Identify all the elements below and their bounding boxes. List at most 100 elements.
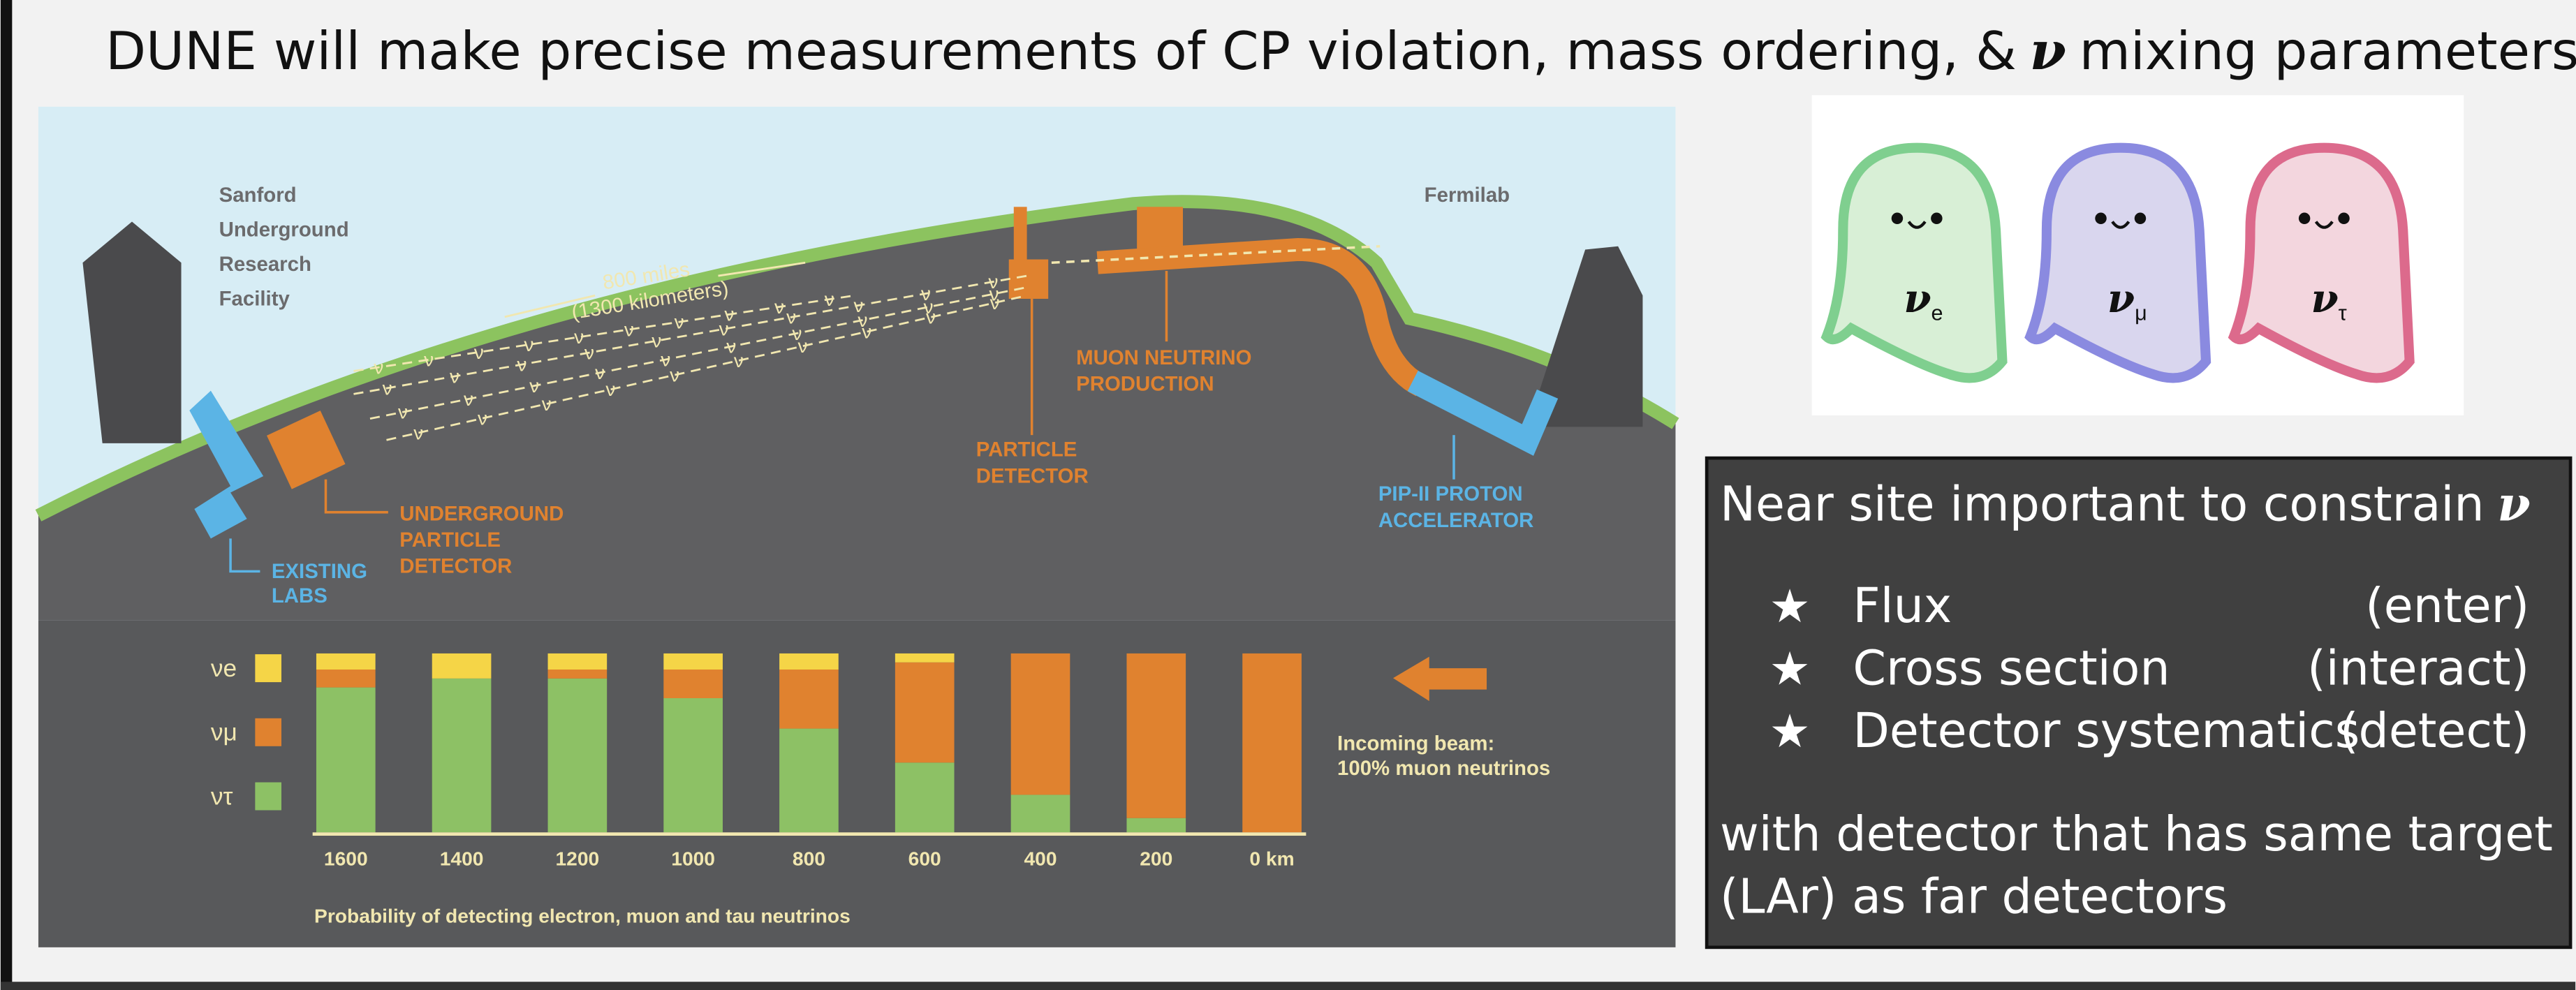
accelerator-shape xyxy=(1407,370,1559,456)
bar-segment xyxy=(779,653,839,670)
bullet: ★ xyxy=(1769,705,1811,757)
beam-symbol: ν xyxy=(398,401,408,423)
earth xyxy=(38,201,1676,621)
accelerator-label: ACCELERATOR xyxy=(1378,509,1533,532)
ghost-label: νμ xyxy=(2107,276,2147,325)
ghost-label: νe xyxy=(1904,276,1943,325)
far-building xyxy=(82,221,182,443)
bar-segment xyxy=(316,669,376,688)
ghost-mouth xyxy=(2314,221,2334,229)
bar-segment xyxy=(895,653,955,663)
bar-segment xyxy=(779,728,839,833)
bar-segment xyxy=(1126,818,1186,833)
ghost xyxy=(1820,142,2008,383)
beam-symbol: ν xyxy=(825,288,834,310)
beam-symbol: ν xyxy=(517,353,527,375)
beam-symbol: ν xyxy=(574,325,584,348)
beam-symbol: ν xyxy=(542,392,552,415)
beam-symbol: ν xyxy=(854,294,864,316)
slide-title-part: mixing parameters xyxy=(2080,20,2576,82)
ghost xyxy=(2228,142,2415,383)
near-detector-stem xyxy=(1013,207,1027,273)
far-detector-shape xyxy=(267,411,346,489)
left-edge xyxy=(0,0,13,990)
beam-symbol: ν xyxy=(923,295,933,318)
box-footer: (LAr) as far detectors xyxy=(1720,869,2228,924)
far-detector-label: DETECTOR xyxy=(399,555,512,578)
ghost-label-part: ν xyxy=(2107,276,2135,322)
near-detector-label: PARTICLE xyxy=(976,438,1077,461)
beam-symbol: ν xyxy=(374,355,383,378)
beam-symbol: ν xyxy=(988,270,998,293)
bar-segment xyxy=(1242,653,1302,833)
beam-symbol: ν xyxy=(724,303,734,325)
incoming-label: Incoming beam: xyxy=(1337,732,1494,755)
ghost-label-part: μ xyxy=(2135,302,2147,325)
beam-symbol: ν xyxy=(450,364,459,387)
ghost-label: ντ xyxy=(2311,276,2347,325)
box-heading-part: ν xyxy=(2497,476,2530,532)
item-note: (enter) xyxy=(2365,579,2529,634)
bar-segment xyxy=(663,698,723,833)
beam-symbol: ν xyxy=(595,361,605,383)
bottom-edge xyxy=(0,982,2576,990)
ghost-label-part: e xyxy=(1931,302,1943,325)
slide-title-part: DUNE will make precise measurements of C… xyxy=(105,20,2017,82)
box-heading-part: Near site important to constrain xyxy=(1720,477,2485,532)
beam-symbol: ν xyxy=(474,341,484,363)
x-tick-label: 1000 xyxy=(671,847,715,869)
existing-labs-shape xyxy=(189,390,264,539)
beam-arrow xyxy=(1393,656,1487,702)
x-tick-label: 800 xyxy=(793,847,825,869)
bar-segment xyxy=(432,653,492,679)
bar-segment xyxy=(316,687,376,833)
bar-segment xyxy=(1010,795,1070,833)
beam-symbol: ν xyxy=(798,334,808,357)
far-detector-label: PARTICLE xyxy=(399,529,501,552)
beam-symbol: ν xyxy=(990,291,1000,313)
beam-line xyxy=(353,294,855,372)
beam-symbol: ν xyxy=(478,407,487,429)
x-tick-label: 1600 xyxy=(324,847,368,869)
beam-symbol: ν xyxy=(862,320,871,342)
legend-swatch xyxy=(255,718,281,746)
diagram xyxy=(35,106,1679,947)
legend-swatch xyxy=(255,654,281,683)
beam-symbol: ν xyxy=(675,311,684,333)
ghost-eye xyxy=(2298,212,2311,224)
ghost-label-part: τ xyxy=(2339,302,2347,325)
bar-segment xyxy=(547,669,608,679)
ghost xyxy=(2024,142,2211,383)
beam-line xyxy=(369,286,1027,420)
x-tick-label: 1200 xyxy=(555,847,599,869)
x-tick-label: 400 xyxy=(1024,847,1057,869)
item-note: (detect) xyxy=(2340,704,2529,759)
beam-symbol: ν xyxy=(734,349,744,371)
bar-segment xyxy=(432,678,492,833)
ghost-mouth xyxy=(1907,221,1927,229)
item-label: Detector systematics xyxy=(1853,704,2360,759)
bar-segment xyxy=(547,678,608,833)
beam-symbol: ν xyxy=(605,378,615,400)
beam-symbol: ν xyxy=(786,306,796,328)
chart-title: Probability of detecting electron, muon … xyxy=(314,905,851,927)
leader xyxy=(324,479,388,514)
labs-label: LABS xyxy=(272,584,327,607)
beam-symbol: ν xyxy=(424,348,434,371)
slide-title-part: ν xyxy=(2030,20,2066,82)
text-box xyxy=(1705,456,2573,950)
beam-symbol: ν xyxy=(726,335,736,357)
beam-symbol: ν xyxy=(584,341,594,364)
x-tick-label: 0 km xyxy=(1249,847,1294,869)
target-shape xyxy=(1137,207,1183,250)
incoming-label: 100% muon neutrinos xyxy=(1337,757,1550,780)
beam-symbol: ν xyxy=(792,322,802,344)
bar-segment xyxy=(663,669,723,699)
beam-symbol: ν xyxy=(719,318,729,340)
bar-segment xyxy=(1010,653,1070,795)
beam-symbol: ν xyxy=(624,318,634,340)
bar-segment xyxy=(663,653,723,670)
x-tick-label: 600 xyxy=(908,847,941,869)
near-site-label: Fermilab xyxy=(1425,184,1510,207)
